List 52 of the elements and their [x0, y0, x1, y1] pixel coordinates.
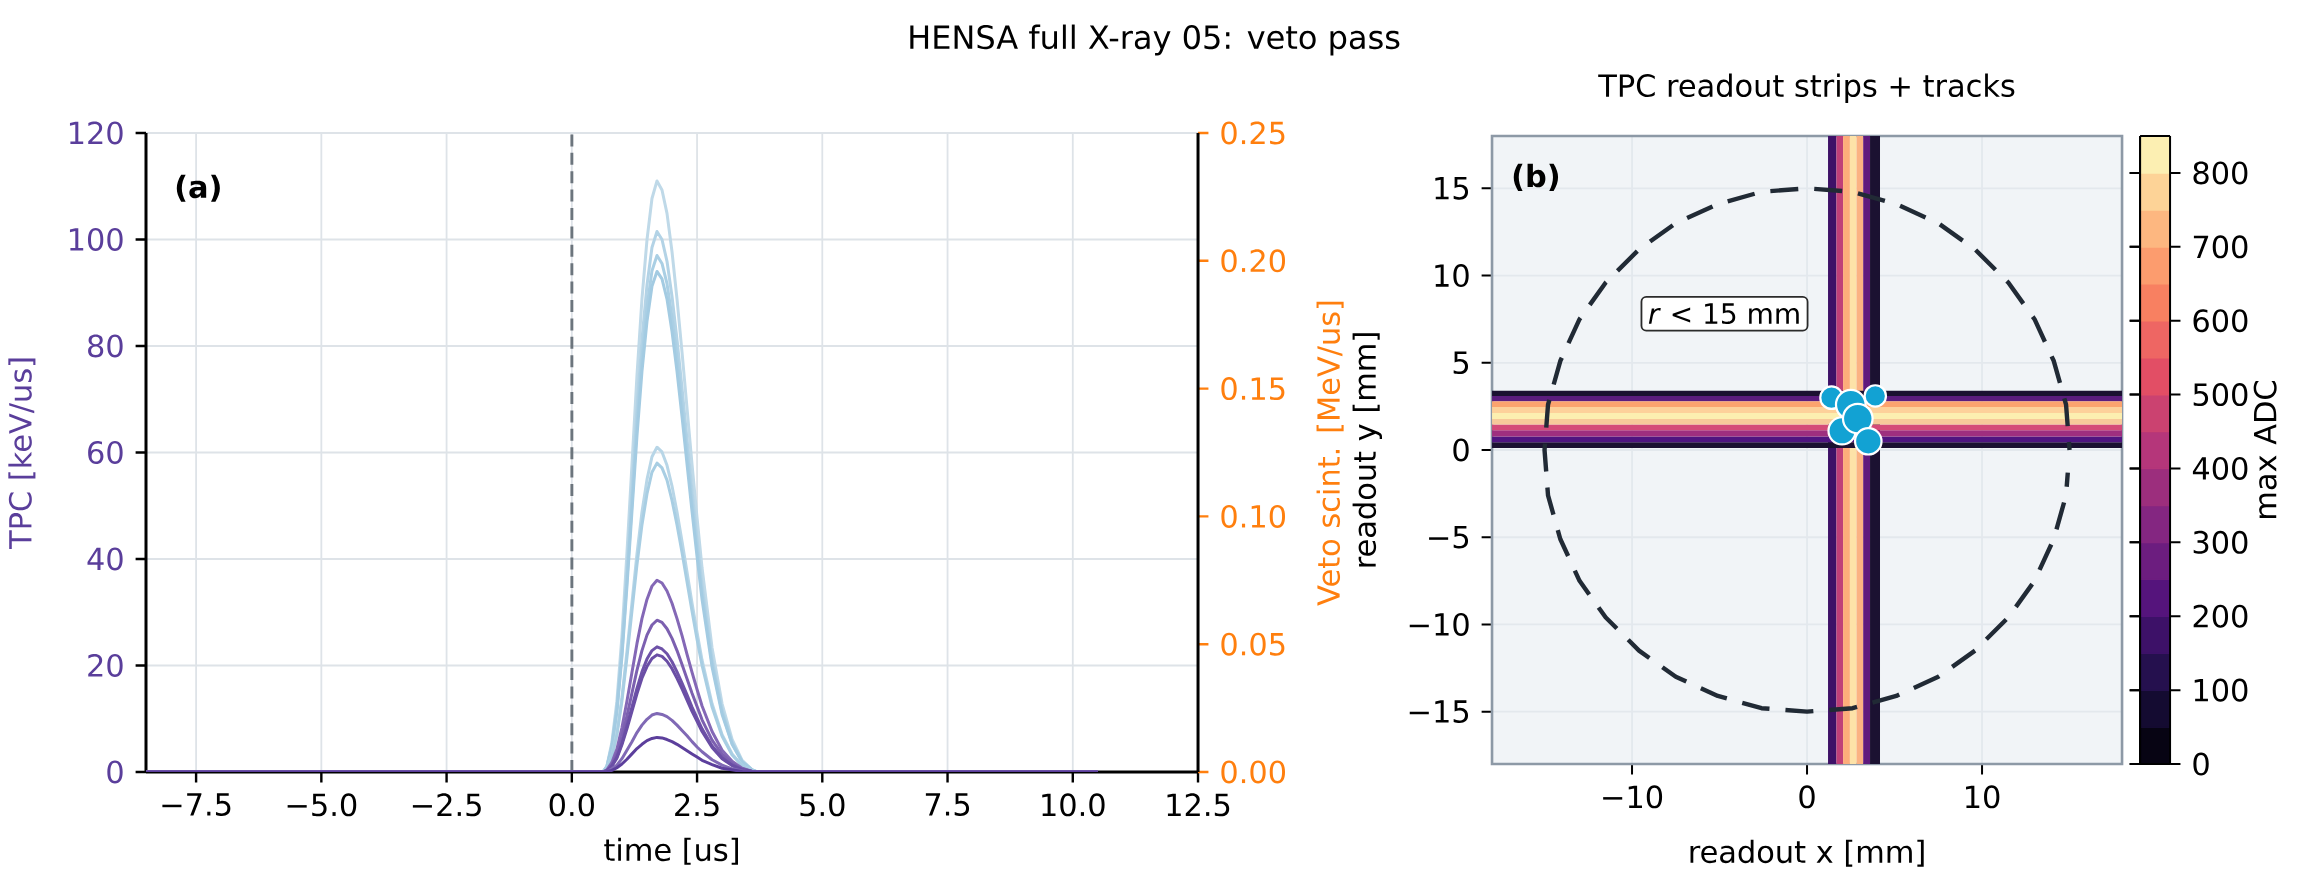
- color-bar-label: 800: [2193, 161, 2248, 185]
- y-tick-label: 5: [1453, 351, 1469, 375]
- y-tick-label: −5: [1429, 525, 1469, 549]
- color-bar-label: 100: [2194, 678, 2248, 702]
- color-bar-title: max ADC: [2253, 381, 2277, 518]
- y-tick-label: −15: [1409, 700, 1469, 723]
- y-tick-label: 15: [1435, 177, 1469, 200]
- y-tick-label: 10: [1435, 264, 1469, 288]
- y2-tick-label: 0.20: [1221, 249, 1286, 273]
- y-tick-label: 40: [87, 547, 123, 571]
- annotation: (b): [1513, 163, 1559, 191]
- chart-title: TPC readout strips + tracks: [1598, 73, 2015, 103]
- y-tick-label: 0: [1453, 438, 1469, 462]
- y-axis-title: TPC [keV/us]: [8, 358, 36, 549]
- x-tick-label: 7.5: [925, 793, 970, 816]
- color-bar-label: 500: [2193, 383, 2248, 407]
- y2-tick-label: 0.15: [1221, 377, 1285, 401]
- y2-axis-title: Veto scint. [MeV/us]: [1316, 301, 1344, 606]
- color-bar-label: 600: [2193, 309, 2248, 333]
- y-axis-title: readout y [mm]: [1352, 333, 1383, 567]
- annotation: (a): [176, 174, 220, 202]
- y-tick-label: 120: [69, 121, 123, 145]
- x-axis-title: time [us]: [604, 837, 738, 865]
- annotation: r < 15 mm: [1648, 303, 1799, 325]
- x-tick-label: 10: [1966, 785, 2000, 809]
- y-tick-label: 80: [88, 334, 123, 358]
- x-tick-label: −10: [1603, 785, 1663, 809]
- y2-tick-label: 0.25: [1221, 121, 1285, 145]
- y-tick-label: 20: [88, 653, 123, 677]
- color-bar-label: 300: [2193, 530, 2248, 554]
- y2-tick-label: 0.10: [1221, 504, 1286, 528]
- x-axis-title: readout x [mm]: [1690, 839, 1924, 867]
- y-tick-label: 60: [88, 440, 123, 464]
- x-tick-label: 10.0: [1042, 793, 1105, 817]
- color-bar-label: 200: [2193, 604, 2248, 628]
- x-tick-label: 2.5: [675, 793, 719, 817]
- color-bar-label: 0: [2193, 752, 2209, 776]
- y-tick-label: 0: [107, 760, 123, 784]
- y-tick-label: −10: [1409, 612, 1469, 636]
- color-bar-label: 400: [2192, 456, 2248, 480]
- x-tick-label: −5.0: [287, 793, 357, 817]
- color-bar-label: 700: [2193, 235, 2248, 259]
- y2-tick-label: 0.05: [1221, 632, 1285, 656]
- x-tick-label: −7.5: [162, 793, 231, 816]
- y2-tick-label: 0.00: [1221, 760, 1286, 784]
- chart-title: HENSA full X-ray 05: veto pass: [910, 24, 1400, 56]
- y-tick-label: 100: [69, 227, 123, 251]
- x-tick-label: 12.5: [1167, 793, 1230, 817]
- x-tick-label: 0: [1799, 785, 1815, 809]
- x-tick-label: 5.0: [800, 793, 845, 817]
- x-tick-label: −2.5: [412, 793, 481, 817]
- x-tick-label: 0.0: [549, 793, 594, 817]
